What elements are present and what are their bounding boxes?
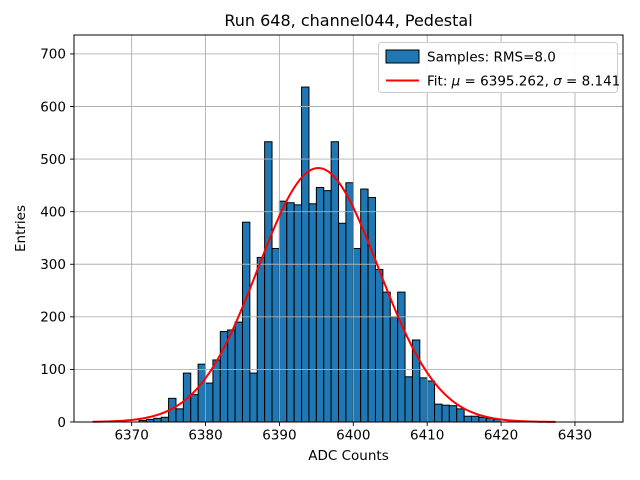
histogram-bar <box>227 329 236 423</box>
x-tick-label: 6390 <box>262 428 296 444</box>
histogram-bar <box>345 182 354 423</box>
x-tick-label: 6380 <box>188 428 222 444</box>
legend-samples-label: Samples: RMS=8.0 <box>427 50 556 66</box>
y-tick-label: 100 <box>40 362 66 378</box>
histogram-bar <box>234 321 243 423</box>
x-tick-label: 6420 <box>484 428 518 444</box>
y-tick-label: 500 <box>40 152 66 168</box>
x-axis-label: ADC Counts <box>308 448 388 464</box>
legend-fit-label: Fit: μ = 6395.262, σ = 8.141 <box>427 74 620 90</box>
histogram-bar <box>249 372 258 423</box>
histogram-bar <box>448 405 458 423</box>
histogram-bar <box>367 196 376 423</box>
histogram-bar <box>153 417 162 423</box>
histogram-bar <box>256 256 266 423</box>
histogram-bar <box>471 415 480 423</box>
histogram-bar <box>205 382 214 423</box>
y-tick-label: 700 <box>40 47 66 63</box>
histogram-bar <box>397 291 406 423</box>
fit-curve <box>92 167 557 423</box>
histogram-bar <box>419 377 428 423</box>
histogram-bar <box>323 190 332 423</box>
x-tick-label: 6400 <box>336 428 370 444</box>
histogram-bar <box>293 204 303 423</box>
histogram-bar <box>478 416 487 423</box>
histogram-bar <box>160 416 170 423</box>
y-axis-label: Entries <box>13 205 29 252</box>
histogram-bar <box>264 141 273 423</box>
x-tick-label: 6370 <box>114 428 148 444</box>
histogram-bar <box>278 200 288 423</box>
y-tick-label: 300 <box>40 257 66 273</box>
histogram-bar <box>219 331 229 423</box>
y-tick-label: 600 <box>40 99 66 115</box>
samples-swatch-icon <box>385 49 420 64</box>
histogram-bar <box>374 269 384 423</box>
histogram-bar <box>404 376 413 423</box>
histogram-bar <box>271 247 280 423</box>
histogram-bar <box>338 222 347 423</box>
histogram-bar <box>434 403 443 423</box>
y-tick-label: 200 <box>40 310 66 326</box>
histogram-bar <box>308 203 317 423</box>
histogram-bar <box>456 408 465 423</box>
plot-frame <box>73 34 624 423</box>
histogram-bar <box>382 291 391 423</box>
x-tick-label: 6430 <box>558 428 592 444</box>
histogram-bar <box>301 86 310 423</box>
histogram-bar <box>197 363 207 423</box>
histogram-bar <box>352 247 362 423</box>
legend-box <box>378 42 618 93</box>
legend: Samples: RMS=8.0 Fit: μ = 6395.262, σ = … <box>378 42 620 93</box>
histogram-bar <box>315 186 325 423</box>
x-tick-label: 6410 <box>410 428 444 444</box>
histogram-bar <box>426 380 436 423</box>
chart-title: Run 648, channel044, Pedestal <box>224 11 472 30</box>
histogram-bar <box>441 404 450 423</box>
histogram-bar <box>190 394 199 423</box>
histogram-bar <box>241 221 251 423</box>
histogram-bar <box>286 202 295 423</box>
histogram-bar <box>463 415 473 423</box>
histogram-bar <box>175 408 184 423</box>
histogram-bar <box>330 141 340 423</box>
y-tick-label: 400 <box>40 204 66 220</box>
axis-ticks: 6370 6380 6390 6400 6410 6420 6430 0 100 200 300 40… <box>40 47 592 444</box>
y-tick-label: 0 <box>57 415 66 431</box>
